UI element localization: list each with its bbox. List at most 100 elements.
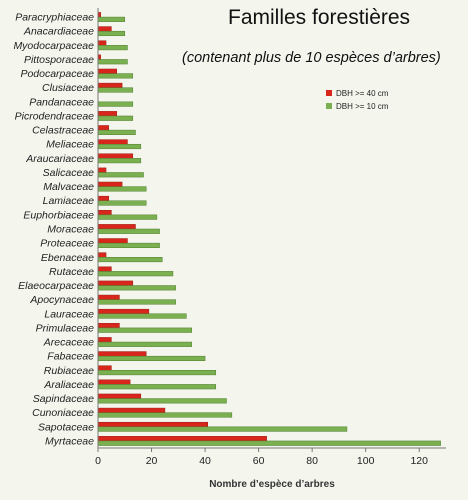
category-label-paracryphiaceae: Paracryphiaceae [15,12,94,24]
category-label-ebenaceae: Ebenaceae [41,252,94,264]
bar-dbh40-euphorbiaceae [97,210,112,216]
bar-dbh40-araucariaceae [97,153,134,159]
bar-dbh40-primulaceae [97,323,120,329]
category-label-sapindaceae: Sapindaceae [33,393,94,405]
bar-dbh10-fabaceae [97,355,206,362]
bar-dbh40-rubiaceae [97,365,112,371]
bar-dbh40-podocarpaceae [97,68,117,74]
legend-label-dbh40: DBH >= 40 cm [336,89,389,98]
category-label-elaeocarpaceae: Elaeocarpaceae [18,280,94,292]
bar-dbh40-malvaceae [97,181,123,187]
bar-dbh40-apocynaceae [97,294,120,300]
category-label-pandanaceae: Pandanaceae [29,96,94,108]
category-label-euphorbiaceae: Euphorbiaceae [23,209,94,221]
bar-dbh40-lamiaceae [97,195,109,201]
category-label-myodocarpaceae: Myodocarpaceae [13,40,94,52]
bar-dbh10-picrodendraceae [97,115,134,121]
category-label-rubiaceae: Rubiaceae [44,365,94,377]
bar-dbh10-anacardiaceae [97,30,126,37]
bar-dbh40-salicaceae [97,167,107,173]
category-label-apocynaceae: Apocynaceae [29,294,94,306]
x-ticks: 0 20 40 60 80 100 120 [95,448,428,467]
bar-dbh40-myrtaceae [97,436,267,442]
category-label-podocarpaceae: Podocarpaceae [20,68,94,80]
x-tick-label-0: 0 [95,455,101,467]
category-label-araucariaceae: Araucariaceae [25,153,94,165]
bar-dbh40-ebenaceae [97,252,107,258]
x-tick-label-60: 60 [253,455,265,467]
x-tick-label-20: 20 [146,455,158,467]
bar-dbh40-rutaceae [97,266,112,272]
bar-dbh10-arecaceae [97,341,192,347]
bar-dbh40-cunoniaceae [97,407,166,413]
category-label-myrtaceae: Myrtaceae [45,435,94,447]
bar-dbh10-lamiaceae [97,200,147,206]
bar-dbh10-sapotaceae [97,426,348,432]
chart-title: Familles forestières [228,6,411,29]
bar-dbh10-clusiaceae [97,87,134,93]
bar-dbh10-cunoniaceae [97,412,233,418]
bar-dbh10-araliaceae [97,384,217,390]
bar-dbh40-sapindaceae [97,393,142,399]
bar-dbh10-celastraceae [97,129,136,135]
bar-dbh10-rutaceae [97,271,174,277]
category-label-celastraceae: Celastraceae [32,125,94,137]
bar-dbh40-clusiaceae [97,82,123,88]
bar-dbh10-primulaceae [97,327,192,333]
bar-dbh40-proteaceae [97,238,128,244]
category-label-cunoniaceae: Cunoniaceae [32,407,94,419]
bar-dbh40-myodocarpaceae [97,40,107,46]
bar-dbh10-rubiaceae [97,370,217,376]
bar-dbh10-ebenaceae [97,257,163,263]
category-label-clusiaceae: Clusiaceae [42,82,94,94]
category-label-rutaceae: Rutaceae [49,266,94,278]
category-label-picrodendraceae: Picrodendraceae [15,110,95,122]
x-axis-label: Nombre d’espèce d’arbres [209,479,335,490]
bar-dbh10-proteaceae [97,242,160,248]
bar-dbh40-anacardiaceae [97,26,112,32]
category-label-primulaceae: Primulaceae [36,322,95,334]
legend-swatch-dbh40 [326,90,332,96]
category-label-moraceae: Moraceae [47,224,94,236]
x-tick-label-40: 40 [199,455,211,467]
bar-dbh10-myrtaceae [97,440,441,446]
bar-dbh40-sapotaceae [97,421,209,428]
bar-dbh40-moraceae [97,224,136,230]
category-label-sapotaceae: Sapotaceae [38,421,94,433]
category-label-lamiaceae: Lamiaceae [43,195,95,207]
bar-dbh40-picrodendraceae [97,111,117,117]
bar-dbh40-lauraceae [97,308,150,315]
category-label-lauraceae: Lauraceae [44,308,94,320]
legend-label-dbh10: DBH >= 10 cm [336,102,389,111]
bar-dbh10-paracryphiaceae [97,16,126,22]
category-label-anacardiaceae: Anacardiaceae [23,26,94,38]
bar-dbh10-malvaceae [97,186,147,192]
bar-dbh10-araucariaceae [97,158,142,164]
bar-dbh10-euphorbiaceae [97,214,158,220]
legend-swatch-dbh10 [326,103,332,109]
legend: DBH >= 40 cm DBH >= 10 cm [326,89,389,111]
bar-dbh40-arecaceae [97,337,112,343]
bar-dbh40-celastraceae [97,125,109,131]
bar-dbh10-lauraceae [97,313,187,319]
bar-dbh40-elaeocarpaceae [97,280,134,286]
x-tick-label-80: 80 [306,455,318,467]
bar-dbh10-meliaceae [97,143,142,150]
bar-dbh10-elaeocarpaceae [97,285,176,291]
category-label-fabaceae: Fabaceae [47,351,94,363]
bars-group [97,12,441,446]
category-label-malvaceae: Malvaceae [43,181,94,193]
category-label-proteaceae: Proteaceae [40,238,94,250]
bar-dbh10-salicaceae [97,172,144,178]
chart-subtitle: (contenant plus de 10 espèces d’arbres) [182,50,441,66]
category-label-meliaceae: Meliaceae [46,139,94,151]
bar-dbh10-pittosporaceae [97,59,128,65]
bar-dbh10-sapindaceae [97,398,227,404]
bar-dbh40-araliaceae [97,379,131,385]
bar-dbh10-myodocarpaceae [97,45,128,51]
bar-dbh10-moraceae [97,228,160,234]
bar-dbh10-podocarpaceae [97,73,134,79]
bar-dbh40-meliaceae [97,139,128,145]
x-tick-label-120: 120 [410,455,428,467]
